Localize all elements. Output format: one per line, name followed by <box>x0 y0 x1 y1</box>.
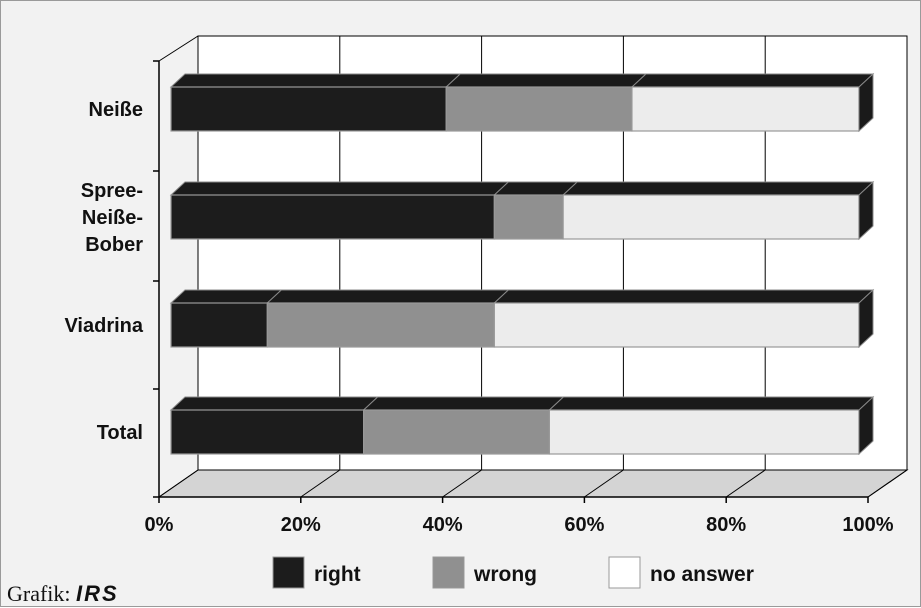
floor-gridline <box>300 469 341 498</box>
source-credit: Grafik: IRS <box>7 581 119 607</box>
bar-top-face <box>169 181 510 196</box>
bar-segment-right <box>170 302 268 348</box>
bar-segment-wrong <box>493 194 564 240</box>
bar-segment-wrong <box>445 86 633 132</box>
chart-bars <box>169 72 875 456</box>
floor-gridline <box>584 469 624 498</box>
bar-top-face <box>362 396 565 411</box>
chart-legend: right wrong no answer <box>272 556 754 589</box>
x-tick-label: 80% <box>706 514 746 536</box>
legend-label: no answer <box>650 563 754 586</box>
category-label-line: Viadrina <box>64 315 143 337</box>
bar-segment-no-answer <box>631 86 860 132</box>
bar-end-face <box>858 72 874 133</box>
legend-label: wrong <box>473 563 537 586</box>
bar-end-face <box>858 288 874 349</box>
bar-end-face <box>858 180 874 241</box>
category-label: Viadrina <box>64 315 143 337</box>
bar-top-face <box>444 73 648 88</box>
x-tick-label: 40% <box>423 514 463 536</box>
bar-segment-right <box>170 409 365 455</box>
bar-top-face <box>266 289 510 304</box>
floor-gridline <box>158 469 199 498</box>
bar-end-face <box>858 395 874 456</box>
bar-segment-wrong <box>363 409 551 455</box>
bar-segment-no-answer <box>562 194 860 240</box>
bar-top-face <box>548 396 875 411</box>
bar-segment-right <box>170 194 495 240</box>
legend-swatch <box>432 556 465 589</box>
chart-grid <box>153 35 909 503</box>
bar-segment-no-answer <box>493 302 860 348</box>
bar-top-face <box>561 181 875 196</box>
bar-segment-no-answer <box>548 409 860 455</box>
x-tick-label: 20% <box>281 514 321 536</box>
floor <box>157 469 909 498</box>
x-tick-label: 0% <box>145 514 174 536</box>
category-label-line: Neiße <box>89 99 143 121</box>
legend-item: right <box>272 556 361 589</box>
category-label-line: Spree- <box>81 180 143 202</box>
bar-top-face <box>493 289 875 304</box>
category-label-line: Neiße- <box>82 207 143 229</box>
category-label: Total <box>97 422 143 444</box>
legend-item: no answer <box>608 556 754 589</box>
legend-label: right <box>314 563 361 586</box>
floor-gridline <box>867 469 908 498</box>
bar-top-face <box>169 289 283 304</box>
legend-swatch <box>608 556 641 589</box>
bar-top-face <box>169 396 379 411</box>
bar-top-face <box>169 73 462 88</box>
legend-swatch <box>272 556 305 589</box>
category-label-line: Bober <box>85 234 143 256</box>
floor-gridline <box>725 469 766 498</box>
floor-gridline <box>442 469 482 498</box>
category-label-line: Total <box>97 422 143 444</box>
side-wall-top-edge <box>158 35 199 62</box>
bar-segment-right <box>170 86 447 132</box>
bar-top-face <box>630 73 875 88</box>
category-label: Neiße <box>89 99 143 121</box>
legend-item: wrong <box>432 556 537 589</box>
x-tick-label: 60% <box>564 514 604 536</box>
category-label: Spree- Neiße- Bober <box>81 180 143 256</box>
irs-logo: IRS <box>76 581 119 606</box>
credit-prefix: Grafik: <box>7 581 71 606</box>
x-tick-label: 100% <box>842 514 893 536</box>
chart-labels: 0% 20% 40% 60% 80% 100% Neiße Spree- Neiße- Bober… <box>64 99 893 536</box>
bar-segment-wrong <box>266 302 495 348</box>
